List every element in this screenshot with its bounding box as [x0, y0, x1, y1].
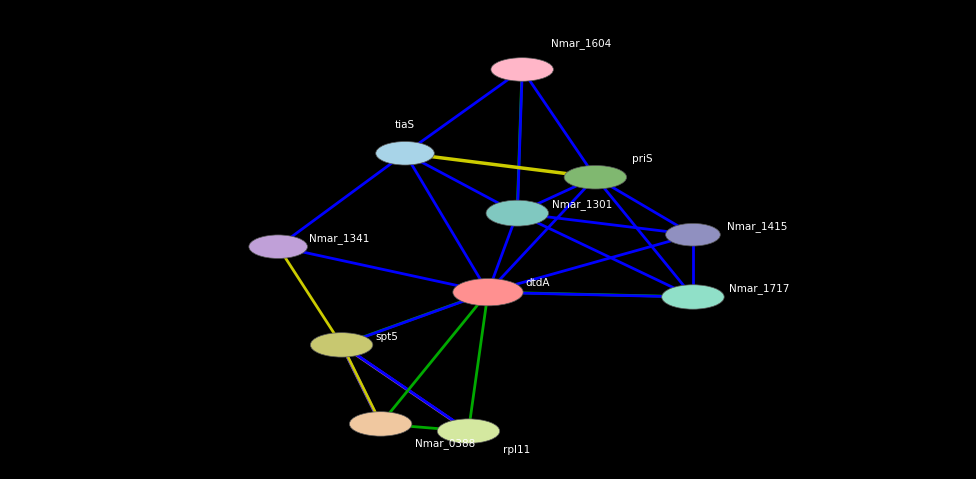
Ellipse shape: [437, 419, 500, 444]
Ellipse shape: [349, 411, 412, 436]
Text: tiaS: tiaS: [395, 121, 415, 130]
Ellipse shape: [666, 223, 720, 246]
Ellipse shape: [564, 165, 627, 189]
Text: Nmar_0388: Nmar_0388: [415, 439, 475, 449]
Ellipse shape: [491, 57, 553, 81]
Text: Nmar_1341: Nmar_1341: [309, 233, 370, 243]
Text: Nmar_1301: Nmar_1301: [552, 199, 613, 210]
Text: priS: priS: [632, 154, 653, 164]
Ellipse shape: [249, 235, 307, 259]
Text: Nmar_1717: Nmar_1717: [729, 283, 790, 294]
Ellipse shape: [310, 332, 373, 357]
Text: spt5: spt5: [376, 332, 398, 342]
Text: rpl11: rpl11: [503, 445, 530, 455]
Ellipse shape: [486, 200, 549, 226]
Text: Nmar_1604: Nmar_1604: [551, 38, 612, 48]
Ellipse shape: [453, 279, 523, 306]
Text: dtdA: dtdA: [525, 278, 549, 287]
Text: Nmar_1415: Nmar_1415: [727, 221, 788, 232]
Ellipse shape: [376, 141, 434, 165]
Ellipse shape: [662, 285, 724, 309]
